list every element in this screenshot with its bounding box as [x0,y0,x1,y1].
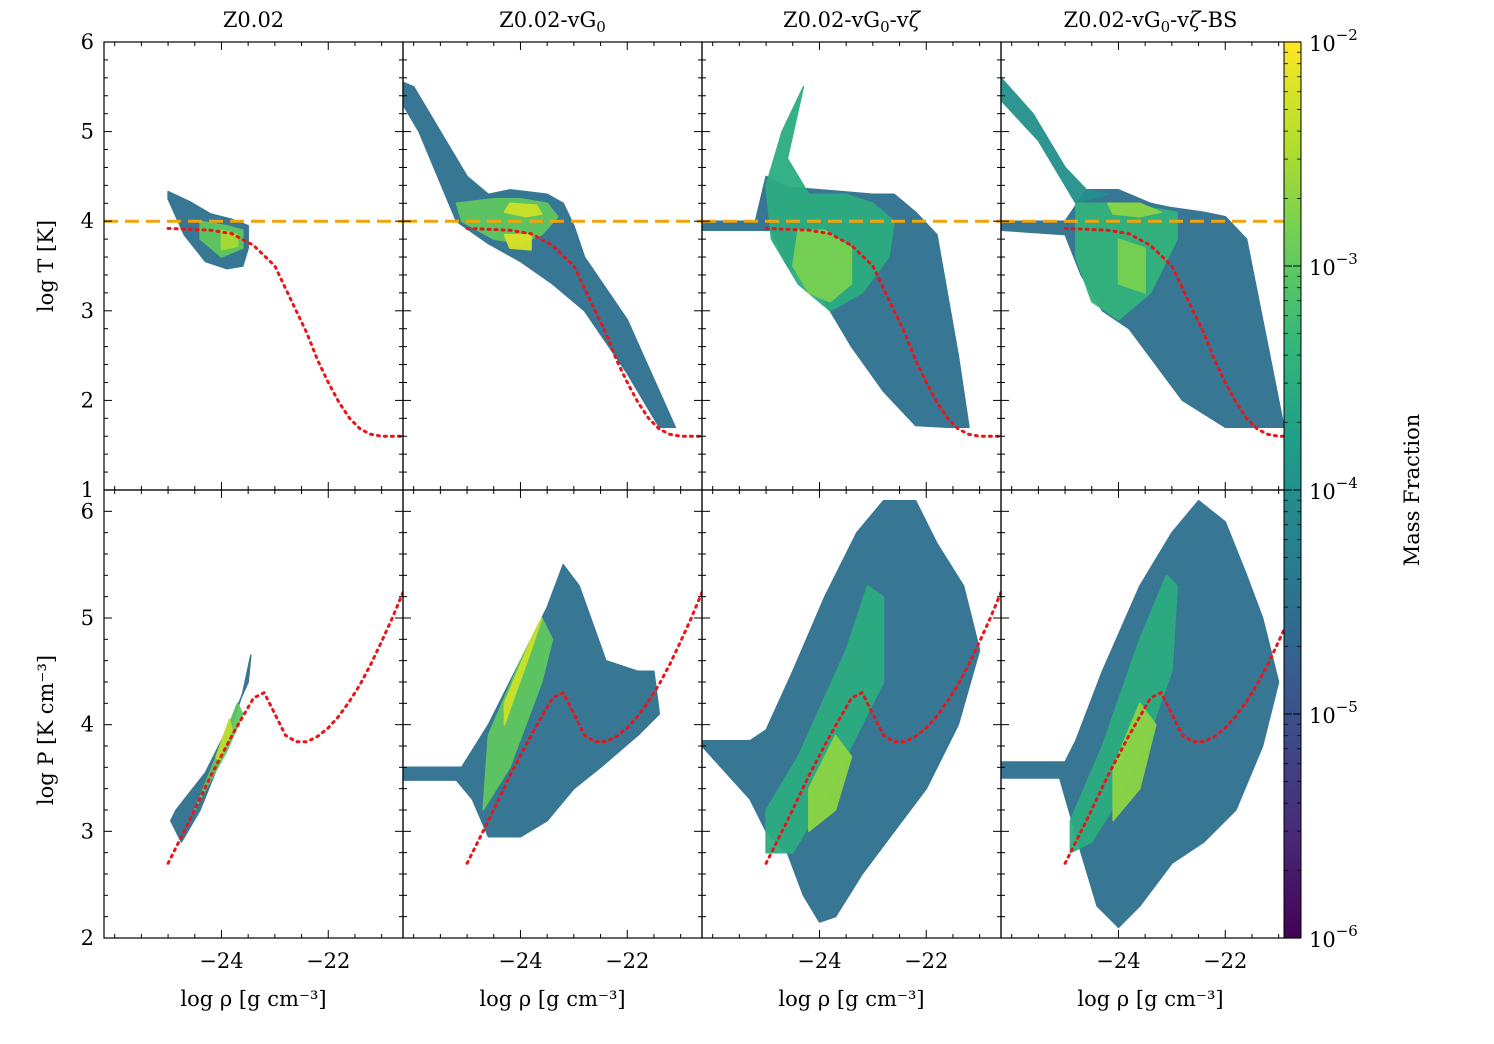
panel-P-1: 2 3 4 5 6 −24 −22 log ρ [g cm⁻³] [81,489,404,1011]
density-region [1069,574,1178,854]
equilibrium-curve [166,226,403,438]
density-region [765,585,885,854]
colorbar-tick-label: 10−6 [1309,922,1358,952]
x-axis-label: log ρ [g cm⁻³] [479,987,625,1011]
colorbar-label: Mass Fraction [1400,414,1424,566]
column-title-3: Z0.02-vG0-vζ [783,8,922,36]
x-tick-label: −22 [1203,949,1247,973]
column-title-4: Z0.02-vG0-vζ-BS [1064,8,1238,36]
panel-plot-area [166,590,403,865]
column-titles: Z0.02 Z0.02-vG0 Z0.02-vG0-vζ Z0.02-vG0-vζ-B… [223,8,1238,36]
density-region [503,202,543,218]
y-tick-label: 4 [81,713,94,737]
y-tick-label: 2 [81,388,94,412]
panel-plot-area [1001,499,1300,929]
equilibrium-curve [1063,226,1300,438]
panel-P-3: −24 −22 log ρ [g cm⁻³] [701,489,1002,1011]
panel-plot-area [702,499,1001,923]
x-tick-label: −24 [498,949,542,973]
density-region [1112,702,1157,822]
density-region [1001,77,1109,205]
panel-plot-area [702,86,1001,438]
colorbar-tick-label: 10−5 [1309,698,1358,728]
equilibrium-curve [764,226,1001,438]
density-region [503,233,532,251]
panel-plot-area [403,563,702,865]
panel-P-2: −24 −22 log ρ [g cm⁻³] [402,489,703,1011]
equilibrium-curve [1063,590,1300,865]
density-region [482,617,554,811]
density-region [215,718,233,763]
panel-T-2 [402,41,703,491]
panel-T-1: 1 2 3 4 5 6 [81,30,404,502]
column-title-1: Z0.02 [223,8,284,32]
equilibrium-curve [465,226,702,438]
x-tick-label: −24 [797,949,841,973]
x-axis-label: log ρ [g cm⁻³] [778,987,924,1011]
y-axis-label-pressure: log P [K cm⁻³] [34,655,58,805]
colorbar-tick-label: 10−2 [1309,26,1358,56]
density-region [1107,202,1162,218]
panel-T-4 [1000,41,1301,491]
panel-plot-area [104,190,403,438]
panel-plot-area [403,81,702,438]
density-region [1117,238,1146,294]
density-region [403,81,677,429]
x-axis-label: log ρ [g cm⁻³] [1077,987,1223,1011]
y-tick-label: 4 [81,209,94,233]
colorbar-tick-label: 10−3 [1309,250,1358,280]
density-region [169,654,252,843]
y-axis-label-temperature: log T [K] [34,220,58,312]
panel-T-3 [701,41,1002,491]
panel-plot-area [1001,77,1300,438]
y-tick-label: 6 [81,499,94,523]
panel-P-4: −24 −22 log ρ [g cm⁻³] [1000,489,1301,1011]
y-tick-label: 3 [81,299,94,323]
y-tick-label: 5 [81,120,94,144]
panel-frame [103,489,404,939]
y-tick-label: 2 [81,926,94,950]
x-tick-label: −22 [605,949,649,973]
x-tick-label: −24 [199,949,243,973]
equilibrium-curve [166,590,403,865]
x-tick-label: −24 [1096,949,1140,973]
panel-frame [103,41,404,491]
column-title-2: Z0.02-vG0 [499,8,606,36]
y-tick-label: 5 [81,606,94,630]
y-tick-label: 6 [81,30,94,54]
density-region [503,617,543,726]
panel-grid: 1 2 3 4 5 6 2 3 4 5 6 −24 −22 log ρ [g cm⁻³] −24 −22 log… [81,30,1301,1011]
y-tick-label: 3 [81,819,94,843]
density-region [808,734,853,833]
y-tick-label: 1 [81,478,94,502]
colorbar-tick-label: 10−4 [1309,474,1358,504]
axis-labels: log T [K] log P [K cm⁻³] [34,220,58,805]
x-tick-label: −22 [904,949,948,973]
colorbar: 10−2 10−3 10−4 10−5 10−6 Mass Fraction [1283,26,1424,952]
x-axis-label: log ρ [g cm⁻³] [180,987,326,1011]
x-tick-label: −22 [306,949,350,973]
equilibrium-curve [465,590,702,865]
equilibrium-curve [764,590,1001,865]
